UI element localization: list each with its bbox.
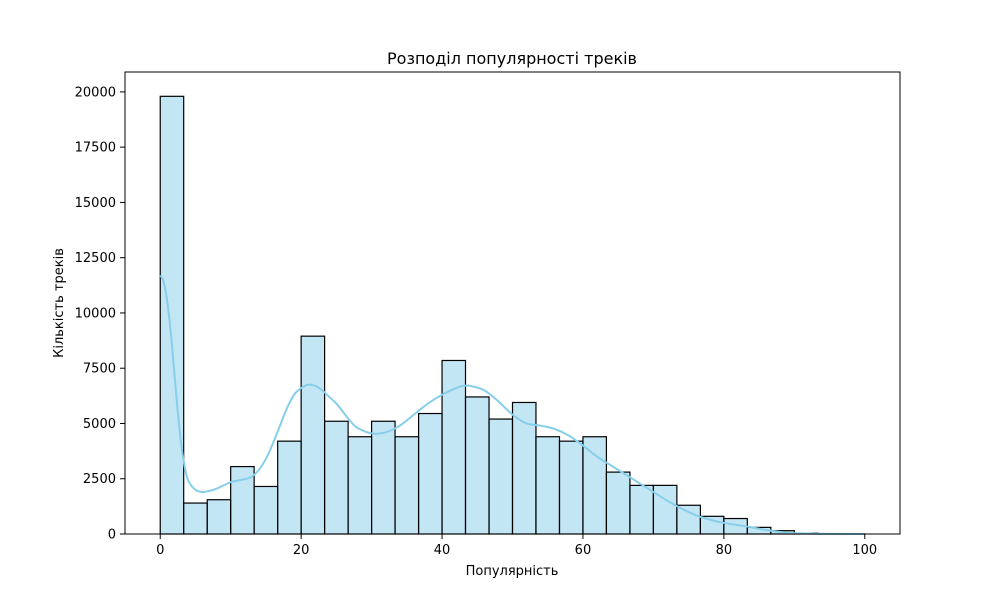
- histogram-bar: [417, 412, 443, 535]
- x-tick-label: 20: [293, 543, 310, 558]
- histogram-bar: [277, 440, 302, 535]
- x-axis: 0 20 40 60 80 100: [156, 534, 877, 558]
- x-axis-title: Популярність: [466, 564, 559, 579]
- y-tick-label: 7500: [83, 362, 116, 377]
- y-tick-label: 10000: [75, 306, 116, 321]
- y-axis-title: Кількість треків: [52, 248, 67, 358]
- x-tick-label: 0: [156, 543, 164, 558]
- histogram-bar: [629, 484, 655, 535]
- histogram-bar: [206, 499, 232, 535]
- histogram-bar: [464, 396, 490, 535]
- histogram-bar: [370, 420, 396, 535]
- histogram-bar: [300, 335, 326, 535]
- histogram-bar: [605, 471, 631, 535]
- x-tick-label: 40: [434, 543, 451, 558]
- histogram-bar: [323, 420, 349, 535]
- histogram-bar: [652, 484, 678, 535]
- plot-frame: [124, 71, 901, 535]
- y-tick-label: 20000: [75, 85, 116, 100]
- histogram-bar: [183, 502, 208, 535]
- kde-curve: [159, 274, 865, 535]
- histogram-bar: [676, 504, 702, 535]
- histogram-bar: [582, 436, 608, 535]
- x-tick-label: 100: [852, 543, 877, 558]
- histogram-bar: [159, 95, 185, 535]
- y-tick-label: 12500: [75, 251, 116, 266]
- x-tick-label: 60: [575, 543, 592, 558]
- histogram-bar: [488, 418, 514, 535]
- histogram-bars: [159, 95, 866, 535]
- histogram-bar: [558, 440, 584, 535]
- histogram-bar: [347, 436, 373, 535]
- histogram-bar: [253, 485, 279, 535]
- y-tick-label: 15000: [75, 196, 116, 211]
- y-tick-label: 5000: [83, 417, 116, 432]
- histogram-bar: [535, 436, 561, 535]
- y-tick-label: 0: [108, 528, 116, 543]
- y-tick-label: 2500: [83, 472, 116, 487]
- chart-title: Розподіл популярності треків: [387, 49, 637, 68]
- x-tick-label: 80: [716, 543, 733, 558]
- histogram-bar: [394, 436, 420, 535]
- y-tick-label: 17500: [75, 141, 116, 156]
- y-axis: 0 2500 5000 7500 10000 12500 15000 17500 20000: [75, 85, 125, 543]
